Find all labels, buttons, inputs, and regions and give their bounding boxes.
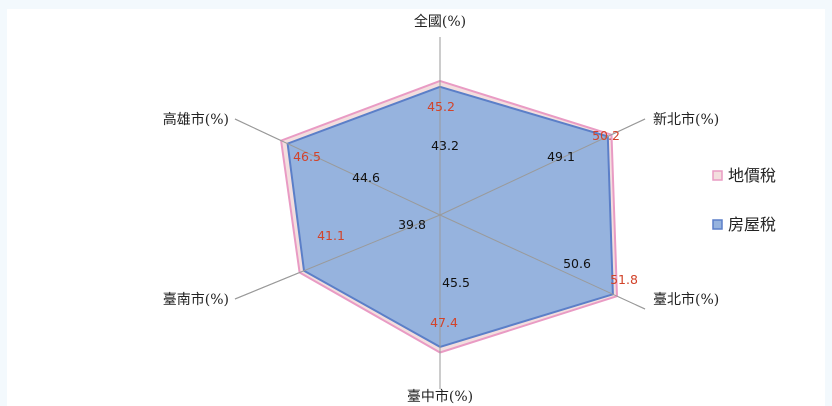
series-areas bbox=[234, 37, 646, 389]
legend-swatch-house-tax bbox=[712, 219, 723, 230]
legend-label-house-tax: 房屋稅 bbox=[728, 215, 776, 234]
data-label-land-tainan: 41.1 bbox=[317, 228, 345, 243]
data-label-land-national: 45.2 bbox=[427, 99, 455, 114]
legend-swatch-land-tax bbox=[712, 170, 723, 181]
radar-chart-svg: 全國(%) 新北市(%) 臺北市(%) 臺中市(%) 臺南市(%) 高雄市(%)… bbox=[163, 13, 776, 405]
data-label-house-taichung: 45.5 bbox=[442, 275, 470, 290]
axis-labels: 全國(%) 新北市(%) 臺北市(%) 臺中市(%) 臺南市(%) 高雄市(%) bbox=[163, 13, 719, 405]
data-label-land-taipei: 51.8 bbox=[610, 272, 638, 287]
axis-line-overlay-tainan bbox=[234, 214, 441, 300]
data-label-land-kaohsiung: 46.5 bbox=[293, 149, 321, 164]
radar-chart: 全國(%) 新北市(%) 臺北市(%) 臺中市(%) 臺南市(%) 高雄市(%)… bbox=[7, 9, 825, 406]
axis-label-tainan: 臺南市(%) bbox=[163, 291, 229, 308]
axis-label-taipei: 臺北市(%) bbox=[653, 291, 719, 308]
legend: 地價稅 房屋稅 bbox=[712, 166, 776, 234]
series-area-house-tax bbox=[286, 85, 614, 348]
data-label-land-new-taipei: 50.2 bbox=[592, 128, 620, 143]
axis-label-national: 全國(%) bbox=[414, 13, 466, 30]
axis-line-overlay-new-taipei bbox=[439, 118, 646, 216]
axis-line-overlay-kaohsiung bbox=[234, 118, 441, 216]
data-label-house-tainan: 39.8 bbox=[398, 217, 426, 232]
data-label-house-new-taipei: 49.1 bbox=[547, 149, 575, 164]
axis-label-kaohsiung: 高雄市(%) bbox=[163, 111, 229, 128]
data-labels: 45.2 50.2 51.8 47.4 41.1 46.5 43.2 49.1 … bbox=[293, 99, 638, 330]
data-label-house-kaohsiung: 44.6 bbox=[352, 170, 380, 185]
data-label-land-taichung: 47.4 bbox=[430, 315, 458, 330]
legend-label-land-tax: 地價稅 bbox=[728, 166, 776, 185]
data-label-house-taipei: 50.6 bbox=[563, 256, 591, 271]
axis-label-taichung: 臺中市(%) bbox=[407, 388, 473, 405]
data-label-house-national: 43.2 bbox=[431, 138, 459, 153]
axis-line-overlay-taipei bbox=[439, 214, 646, 310]
axis-label-new-taipei: 新北市(%) bbox=[653, 111, 719, 128]
